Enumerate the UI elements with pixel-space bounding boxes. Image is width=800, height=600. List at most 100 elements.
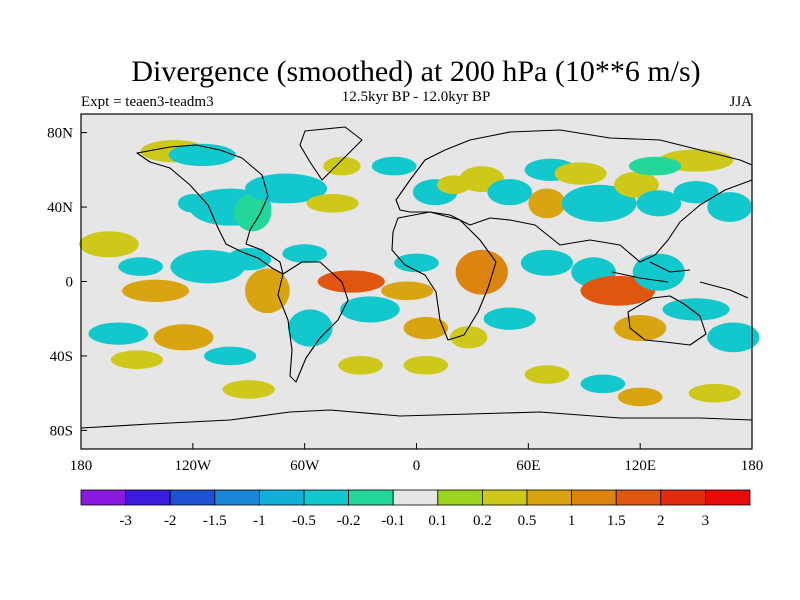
anomaly-cell <box>524 365 570 384</box>
colorbar-label: -3 <box>119 513 132 529</box>
colorbar: -3 -2 -1.5 -1 -0.5 -0.2 -0.1 0.1 0.2 0.5 1 1.5 2 3 <box>80 489 751 529</box>
anomaly-cell <box>617 387 663 407</box>
coastline-indonesia <box>611 261 749 299</box>
colorbar-label: -1 <box>253 513 266 529</box>
anomaly-cell <box>483 307 536 330</box>
colorbar-label: -0.1 <box>381 513 405 529</box>
anomaly-cell <box>317 270 385 293</box>
anomaly-cell <box>707 192 753 222</box>
colorbar-swatch <box>348 489 394 506</box>
x-tick-label: 120W <box>174 458 212 474</box>
experiment-label: Expt = teaen3-teadm3 <box>81 94 214 110</box>
anomaly-cell <box>688 383 741 403</box>
anomaly-field <box>79 140 760 407</box>
coastline-south-america <box>277 261 349 383</box>
anomaly-cell <box>204 346 257 366</box>
anomaly-cell <box>528 188 566 219</box>
coastline-eurasia <box>395 129 753 263</box>
colorbar-label: 1 <box>568 513 576 529</box>
colorbar-swatch <box>526 489 572 506</box>
anomaly-cell <box>79 231 139 258</box>
anomaly-cell <box>614 171 659 198</box>
colorbar-swatch <box>615 489 662 506</box>
anomaly-cell <box>88 322 149 345</box>
anomaly-cell <box>287 309 333 347</box>
colorbar-swatch <box>392 489 439 506</box>
colorbar-swatch <box>660 489 706 506</box>
colorbar-label: -1.5 <box>203 513 227 529</box>
anomaly-cell <box>323 156 361 176</box>
anomaly-cell <box>170 249 246 284</box>
anomaly-cell <box>580 374 626 394</box>
anomaly-cell <box>554 162 607 185</box>
anomaly-cell <box>245 268 290 314</box>
anomaly-cell <box>632 253 685 291</box>
colorbar-label: 0.5 <box>518 513 537 529</box>
colorbar-label: 2 <box>657 513 665 529</box>
anomaly-cell <box>614 315 667 342</box>
colorbar-label: 0.1 <box>428 513 447 529</box>
coastline-australia <box>627 295 707 346</box>
anomaly-cell <box>245 173 328 204</box>
colorbar-swatch <box>80 489 126 506</box>
colorbar-swatch <box>705 489 751 506</box>
x-tick-label: 0 <box>413 458 421 474</box>
anomaly-cell <box>561 184 637 222</box>
x-tick-label: 180 <box>70 458 93 474</box>
season-label: JJA <box>729 94 752 110</box>
coastlines <box>80 126 753 429</box>
colorbar-label: -0.5 <box>292 513 316 529</box>
x-tick-label: 60W <box>290 458 320 474</box>
y-tick-label: 80S <box>50 423 73 439</box>
anomaly-cell <box>628 156 682 176</box>
anomaly-cell <box>233 194 272 232</box>
anomaly-cell <box>403 316 449 340</box>
anomaly-cell <box>226 247 272 271</box>
map-panel: 180 120W 60W 0 60E 120E 180 80N 40N 0 40S 80S <box>47 113 764 474</box>
anomaly-cell <box>580 275 656 306</box>
anomaly-cell <box>118 257 164 276</box>
coastline-greenland <box>299 126 363 181</box>
anomaly-cell <box>381 281 434 301</box>
anomaly-cell <box>455 249 508 295</box>
y-tick-label: 40S <box>50 349 73 365</box>
anomaly-cell <box>487 179 533 206</box>
period-label: 12.5kyr BP - 12.0kyr BP <box>342 89 491 105</box>
colorbar-swatch <box>169 489 216 506</box>
x-axis-ticks: 180 120W 60W 0 60E 120E 180 <box>70 443 764 474</box>
anomaly-cell <box>338 355 383 375</box>
y-axis-ticks: 80N 40N 0 40S 80S <box>47 126 87 439</box>
anomaly-cell <box>153 324 214 351</box>
anomaly-cell <box>371 156 417 176</box>
x-tick-label: 120E <box>624 458 656 474</box>
anomaly-cell <box>122 279 190 302</box>
anomaly-cell <box>450 326 488 349</box>
colorbar-label: -2 <box>164 513 177 529</box>
anomaly-cell <box>662 298 730 321</box>
anomaly-cell <box>673 181 719 204</box>
colorbar-label: 0.2 <box>473 513 492 529</box>
anomaly-cell <box>394 253 439 273</box>
colorbar-swatch <box>303 489 349 506</box>
coastline-north-america <box>136 144 284 275</box>
chart-title: Divergence (smoothed) at 200 hPa (10**6 … <box>131 55 700 88</box>
anomaly-cell <box>110 350 164 369</box>
colorbar-swatch <box>481 489 528 506</box>
colorbar-swatch <box>214 489 260 506</box>
anomaly-cell <box>636 190 682 217</box>
colorbar-label: 3 <box>702 513 710 529</box>
coastline-africa <box>391 211 497 341</box>
x-tick-label: 60E <box>516 458 540 474</box>
y-tick-label: 40N <box>47 200 73 216</box>
colorbar-swatch <box>258 489 305 506</box>
colorbar-label: 1.5 <box>607 513 626 529</box>
anomaly-cell <box>340 296 400 323</box>
anomaly-cell <box>168 143 236 167</box>
anomaly-cell <box>306 194 359 213</box>
colorbar-label: -0.2 <box>337 513 361 529</box>
colorbar-swatch <box>571 489 617 506</box>
x-tick-label: 180 <box>741 458 764 474</box>
anomaly-cell <box>222 380 275 399</box>
colorbar-swatch <box>125 489 171 506</box>
